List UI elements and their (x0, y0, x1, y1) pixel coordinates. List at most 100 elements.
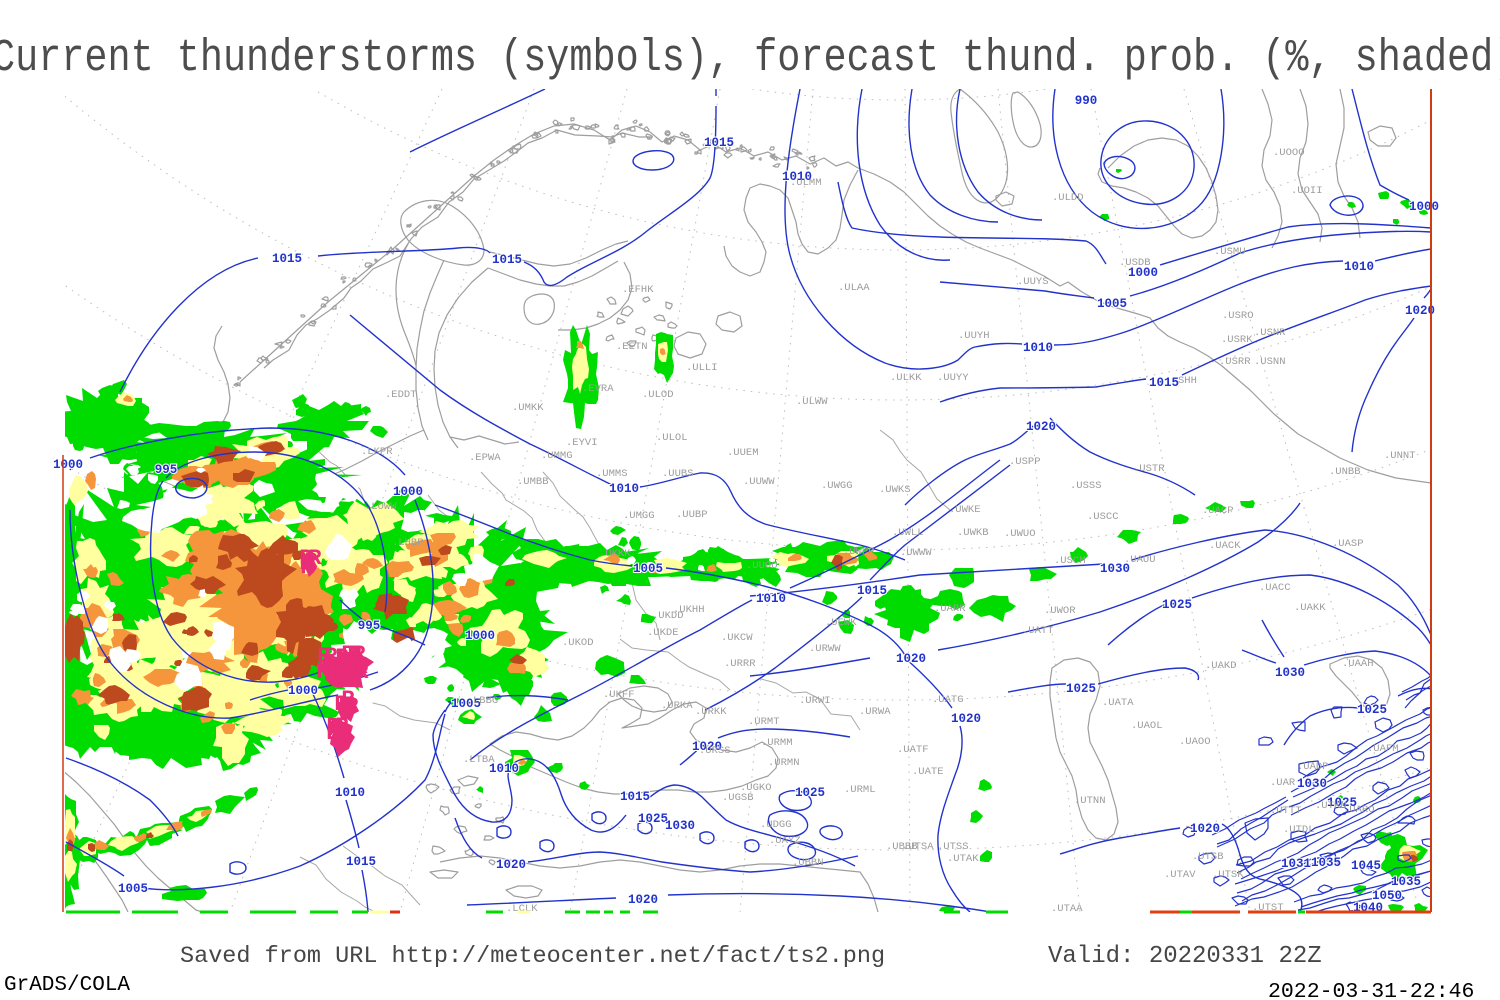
svg-text:.URKA: .URKA (661, 700, 693, 712)
svg-text:R: R (299, 551, 313, 576)
svg-text:.UACP: .UACP (1202, 505, 1234, 517)
svg-text:LBBG: LBBG (473, 695, 498, 707)
svg-text:.ULOL: .ULOL (656, 432, 688, 444)
svg-text:1025: 1025 (1066, 682, 1096, 696)
svg-text:995: 995 (155, 463, 178, 477)
svg-text:.URSS: .URSS (699, 745, 731, 757)
svg-text:.EPWA: .EPWA (469, 452, 501, 464)
svg-text:.LCLK: .LCLK (506, 903, 538, 915)
svg-text:R: R (304, 549, 318, 574)
svg-text:.EYVI: .EYVI (566, 437, 598, 449)
svg-text:1010: 1010 (609, 482, 639, 496)
svg-text:.URKK: .URKK (695, 706, 727, 718)
svg-text:.UARO: .UARO (1343, 804, 1375, 816)
svg-text:.UNBB: .UNBB (1329, 466, 1361, 478)
svg-text:.UBBN: .UBBN (792, 857, 824, 869)
svg-text:1015: 1015 (492, 253, 522, 267)
svg-text:1020: 1020 (692, 740, 722, 754)
svg-text:.USPP: .USPP (1009, 456, 1041, 468)
svg-text:.UGSB: .UGSB (722, 792, 754, 804)
svg-text:.UASP: .UASP (1332, 538, 1364, 550)
svg-text:R: R (338, 694, 352, 719)
svg-text:R: R (354, 655, 368, 680)
svg-text:.UADP: .UADP (1297, 761, 1329, 773)
svg-text:.UOII: .UOII (1291, 185, 1323, 197)
svg-text:.UMBB: .UMBB (517, 476, 549, 488)
svg-text:.UAYZ: .UAYZ (769, 835, 801, 847)
svg-text:1000: 1000 (393, 485, 423, 499)
svg-text:.UAFM: .UAFM (1367, 743, 1399, 755)
svg-text:990: 990 (1075, 94, 1098, 108)
svg-text:.EFHK: .EFHK (622, 284, 654, 296)
svg-text:1010: 1010 (756, 592, 786, 606)
svg-text:.UWLL: .UWLL (892, 527, 924, 539)
svg-text:.UEWK: .UEWK (825, 617, 857, 629)
svg-text:1010: 1010 (489, 762, 519, 776)
svg-text:2022-03-31-22:46: 2022-03-31-22:46 (1268, 980, 1474, 1000)
svg-text:.URMT: .URMT (748, 716, 780, 728)
svg-text:.UWKS: .UWKS (879, 484, 911, 496)
svg-text:1030: 1030 (665, 819, 695, 833)
svg-text:.UAAH: .UAAH (1342, 658, 1374, 670)
svg-text:.UARR: .UARR (934, 603, 966, 615)
svg-text:.UKFF: .UKFF (603, 689, 635, 701)
svg-text:1031: 1031 (1281, 857, 1311, 871)
svg-text:1000: 1000 (288, 684, 318, 698)
svg-text:R: R (335, 714, 349, 739)
svg-text:R: R (345, 694, 359, 719)
svg-text:.UTAK: .UTAK (947, 853, 979, 865)
svg-text:.UWUO: .UWUO (1004, 528, 1036, 540)
svg-text:1020: 1020 (951, 712, 981, 726)
svg-text:.UUYH: .UUYH (958, 330, 990, 342)
svg-text:995: 995 (358, 619, 381, 633)
svg-text:1025: 1025 (795, 786, 825, 800)
svg-text:R: R (332, 726, 346, 751)
svg-text:.URWW: .URWW (809, 643, 841, 655)
svg-text:.ULMM: .ULMM (790, 177, 822, 189)
svg-text:1035: 1035 (1311, 856, 1341, 870)
svg-text:.UACC: .UACC (1259, 582, 1291, 594)
svg-text:.UKKK: .UKKK (599, 548, 631, 560)
svg-text:.URMM: .URMM (761, 737, 793, 749)
svg-text:.UKOD: .UKOD (562, 637, 594, 649)
svg-text:GrADS/COLA: GrADS/COLA (4, 974, 130, 997)
svg-text:1030: 1030 (1275, 666, 1305, 680)
svg-text:.USMU: .USMU (1214, 246, 1246, 258)
svg-text:.EETN: .EETN (616, 341, 648, 353)
svg-text:R: R (352, 642, 366, 667)
svg-text:.UUOO: .UUOO (746, 560, 778, 572)
svg-text:.USCM: .USCM (1054, 555, 1086, 567)
svg-text:R: R (338, 655, 352, 680)
svg-text:R: R (326, 720, 340, 745)
svg-text:1010: 1010 (1023, 341, 1053, 355)
svg-text:1010: 1010 (1344, 260, 1374, 274)
svg-text:R: R (341, 642, 355, 667)
svg-text:.UMMG: .UMMG (541, 450, 573, 462)
svg-text:.UTSA: .UTSA (902, 841, 934, 853)
svg-text:.UUYS: .UUYS (1017, 276, 1049, 288)
svg-text:.LHBP: .LHBP (392, 537, 424, 549)
svg-text:1020: 1020 (1190, 822, 1220, 836)
svg-text:1010: 1010 (782, 170, 812, 184)
svg-text:1005: 1005 (118, 882, 148, 896)
svg-text:.UWPP: .UWPP (843, 546, 875, 558)
svg-text:.UATE: .UATE (912, 766, 944, 778)
svg-text:Valid: 20220331 22Z: Valid: 20220331 22Z (1048, 943, 1322, 970)
svg-text:R: R (317, 650, 331, 675)
svg-text:.UKDD: .UKDD (652, 610, 684, 622)
svg-text:.LKPR: .LKPR (361, 446, 393, 458)
svg-text:.ULOD: .ULOD (642, 389, 674, 401)
svg-text:.UKHH: .UKHH (673, 604, 705, 616)
svg-text:1025: 1025 (1162, 598, 1192, 612)
svg-text:.URMN: .URMN (768, 757, 800, 769)
svg-text:R: R (326, 721, 340, 746)
svg-text:R: R (348, 662, 362, 687)
svg-text:1015: 1015 (620, 790, 650, 804)
svg-text:1025: 1025 (1357, 703, 1387, 717)
svg-text:.UWWW: .UWWW (900, 547, 932, 559)
svg-text:1020: 1020 (496, 858, 526, 872)
svg-text:1015: 1015 (1149, 376, 1179, 390)
svg-text:.UAR: .UAR (1270, 777, 1296, 789)
svg-text:1000: 1000 (465, 629, 495, 643)
svg-text:SHH: SHH (1178, 375, 1197, 387)
